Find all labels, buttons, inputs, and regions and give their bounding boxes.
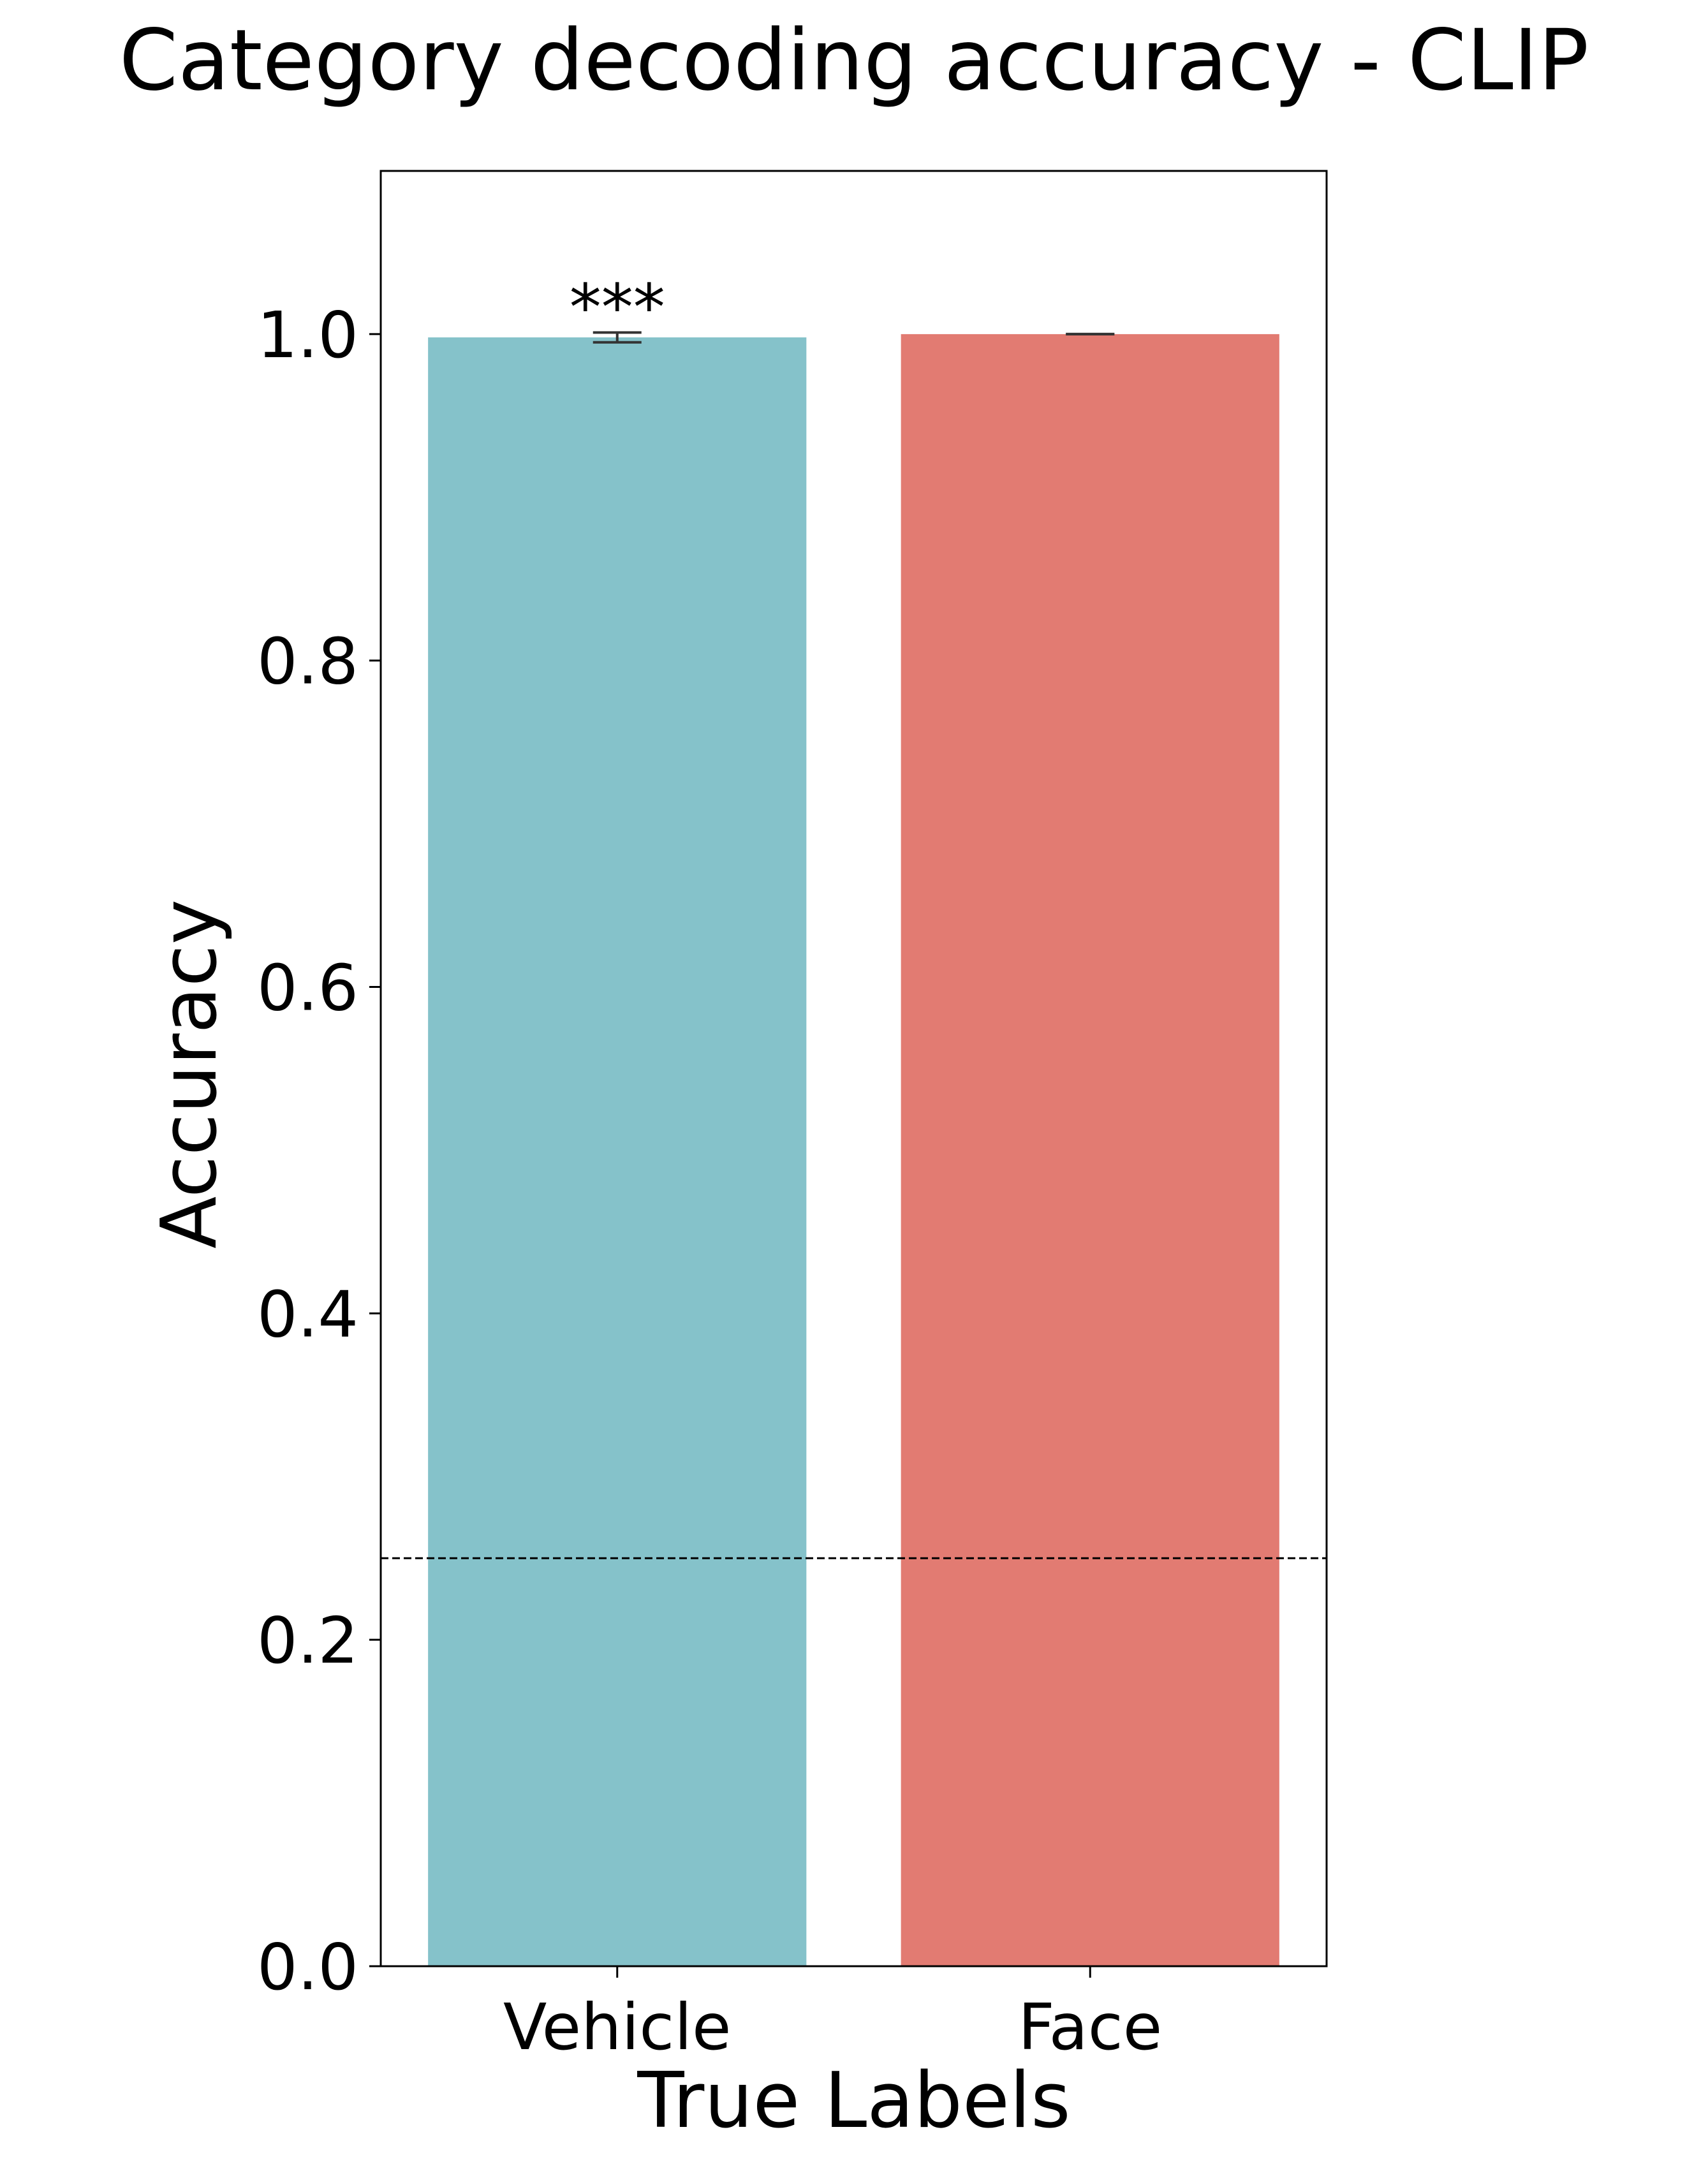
y-tick-label: 1.0 bbox=[257, 298, 358, 372]
x-axis-label: True Labels bbox=[637, 2057, 1070, 2145]
y-axis-label: Accuracy bbox=[145, 899, 234, 1249]
plot-area: *** 0.0 0.2 0.4 0.6 0.8 1.0 Vehicle Face bbox=[257, 170, 1328, 2064]
bar-vehicle bbox=[428, 337, 807, 1966]
x-tick-label: Vehicle bbox=[503, 1990, 732, 2064]
x-tick-label: Face bbox=[1018, 1990, 1162, 2064]
y-tick-label: 0.2 bbox=[257, 1603, 358, 1678]
y-tick-label: 0.0 bbox=[257, 1930, 358, 2004]
y-tick-label: 0.6 bbox=[257, 951, 358, 1026]
y-tick-label: 0.8 bbox=[257, 624, 358, 699]
plot-frame bbox=[379, 170, 1328, 1967]
significance-annotation: *** bbox=[570, 270, 665, 344]
bar-face bbox=[901, 334, 1279, 1966]
chart-title: Category decoding accuracy - CLIP bbox=[119, 11, 1589, 110]
y-tick-label: 0.4 bbox=[257, 1277, 358, 1351]
